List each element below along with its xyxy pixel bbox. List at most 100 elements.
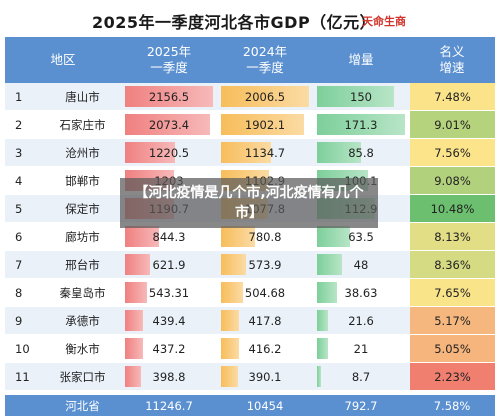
- city-name: 廊坊市: [65, 229, 100, 244]
- total-gdp-2025: 11246.7: [145, 398, 193, 413]
- gdp-2024-bar: [221, 114, 304, 135]
- city-name: 承德市: [65, 313, 100, 328]
- growth-bar: [317, 338, 328, 359]
- growth-value: 21: [353, 341, 369, 356]
- rank-number: 9: [15, 313, 23, 328]
- chart-title: 2025年一季度河北各市GDP（亿元）: [92, 13, 377, 32]
- growth-value: 48: [353, 257, 369, 272]
- gdp-2024-bar: [221, 338, 239, 359]
- growth-value: 85.8: [348, 145, 374, 160]
- gdp-2024-value: 573.9: [248, 257, 282, 272]
- table-row: 10 衡水市 437.2 416.2 21 5.05%: [5, 335, 495, 362]
- rate-value: 5.17%: [410, 307, 495, 334]
- growth-value: 8.7: [351, 369, 371, 384]
- header-region: 地区: [5, 37, 122, 83]
- rank-number: 1: [15, 89, 23, 104]
- city-name: 保定市: [65, 201, 100, 216]
- gdp-2025-bar: [125, 366, 141, 387]
- rank-number: 5: [15, 201, 23, 216]
- header-growth: 增量: [313, 37, 410, 83]
- rate-value: 9.08%: [410, 167, 495, 194]
- gdp-2025-value: 1220.5: [148, 145, 190, 160]
- overlay-caption: 【河北疫情是几个市,河北疫情有几个市】: [120, 178, 378, 228]
- growth-value: 63.5: [348, 229, 374, 244]
- rate-value: 10.48%: [410, 195, 495, 222]
- header-gdp-2024: 2024年 一季度: [217, 37, 314, 83]
- city-name: 衡水市: [65, 341, 100, 356]
- gdp-2024-value: 390.1: [248, 369, 282, 384]
- rank-number: 8: [15, 285, 23, 300]
- growth-bar: [317, 226, 350, 247]
- total-growth: 792.7: [344, 398, 378, 413]
- growth-bar: [317, 142, 361, 163]
- gdp-2024-bar: [221, 142, 271, 163]
- rate-value: 7.48%: [410, 83, 495, 110]
- growth-bar: [317, 310, 328, 331]
- brand-watermark: 天命生商: [362, 15, 406, 28]
- rate-value: 5.05%: [410, 335, 495, 362]
- gdp-2025-bar: [125, 282, 147, 303]
- gdp-2025-value: 437.2: [152, 341, 186, 356]
- rank-number: 6: [15, 229, 23, 244]
- gdp-2024-bar: [221, 282, 243, 303]
- gdp-2025-value: 543.31: [148, 285, 190, 300]
- gdp-2025-value: 621.9: [152, 257, 186, 272]
- gdp-2025-bar: [125, 338, 143, 359]
- total-region: 河北省: [65, 398, 100, 413]
- rate-value: 7.56%: [410, 139, 495, 166]
- rank-number: 4: [15, 173, 23, 188]
- growth-value: 21.6: [348, 313, 374, 328]
- gdp-2025-bar: [125, 86, 213, 107]
- table-row: 1 唐山市 2156.5 2006.5 150 7.48%: [5, 83, 495, 110]
- gdp-2025-bar: [125, 142, 175, 163]
- gdp-2024-value: 780.8: [248, 229, 282, 244]
- growth-bar: [317, 366, 321, 387]
- total-row: 河北省 11246.7 10454 792.7 7.58%: [5, 395, 495, 416]
- rank-number: 7: [15, 257, 23, 272]
- city-name: 秦皇岛市: [59, 285, 106, 300]
- gdp-2025-value: 844.3: [152, 229, 186, 244]
- table-row: 11 张家口市 398.8 390.1 8.7 2.23%: [5, 363, 495, 390]
- city-name: 邢台市: [65, 257, 100, 272]
- growth-bar: [317, 86, 394, 107]
- header-rate: 名义 增速: [409, 37, 495, 83]
- rank-number: 10: [15, 341, 30, 356]
- gdp-2024-bar: [221, 310, 239, 331]
- gdp-2024-value: 1902.1: [244, 117, 286, 132]
- growth-bar: [317, 282, 337, 303]
- rate-value: 8.13%: [410, 223, 495, 250]
- chart-title-bar: 2025年一季度河北各市GDP（亿元） 天命生商: [0, 7, 500, 35]
- gdp-2025-value: 2073.4: [148, 117, 190, 132]
- city-name: 石家庄市: [59, 117, 106, 132]
- table-row: 2 石家庄市 2073.4 1902.1 171.3 9.01%: [5, 111, 495, 138]
- total-rate: 7.58%: [433, 398, 471, 413]
- gdp-2024-value: 2006.5: [244, 89, 286, 104]
- gdp-2024-value: 417.8: [248, 313, 282, 328]
- gdp-table: 地区 2025年 一季度 2024年 一季度 增量 名义 增速 1 唐山市 2156…: [5, 37, 495, 416]
- gdp-2025-bar: [125, 254, 150, 275]
- gdp-2025-bar: [125, 114, 210, 135]
- gdp-2024-value: 504.68: [244, 285, 286, 300]
- gdp-2025-bar: [125, 226, 159, 247]
- gdp-2024-value: 416.2: [248, 341, 282, 356]
- rate-value: 2.23%: [410, 363, 495, 390]
- table-row: 9 承德市 439.4 417.8 21.6 5.17%: [5, 307, 495, 334]
- rate-value: 7.65%: [410, 279, 495, 306]
- rank-number: 11: [15, 369, 30, 384]
- gdp-2025-value: 2156.5: [148, 89, 190, 104]
- header-gdp-2025: 2025年 一季度: [121, 37, 218, 83]
- gdp-2025-bar: [125, 310, 143, 331]
- gdp-2024-bar: [221, 86, 309, 107]
- rank-number: 3: [15, 145, 23, 160]
- rate-value: 9.01%: [410, 111, 495, 138]
- gdp-2024-bar: [221, 226, 255, 247]
- rate-value: 8.36%: [410, 251, 495, 278]
- gdp-2025-value: 398.8: [152, 369, 186, 384]
- table-row: 7 邢台市 621.9 573.9 48 8.36%: [5, 251, 495, 278]
- growth-bar: [317, 254, 342, 275]
- gdp-2024-value: 1134.7: [244, 145, 286, 160]
- growth-bar: [317, 114, 405, 135]
- growth-value: 150: [350, 89, 372, 104]
- total-gdp-2024: 10454: [246, 398, 284, 413]
- gdp-2024-bar: [221, 366, 238, 387]
